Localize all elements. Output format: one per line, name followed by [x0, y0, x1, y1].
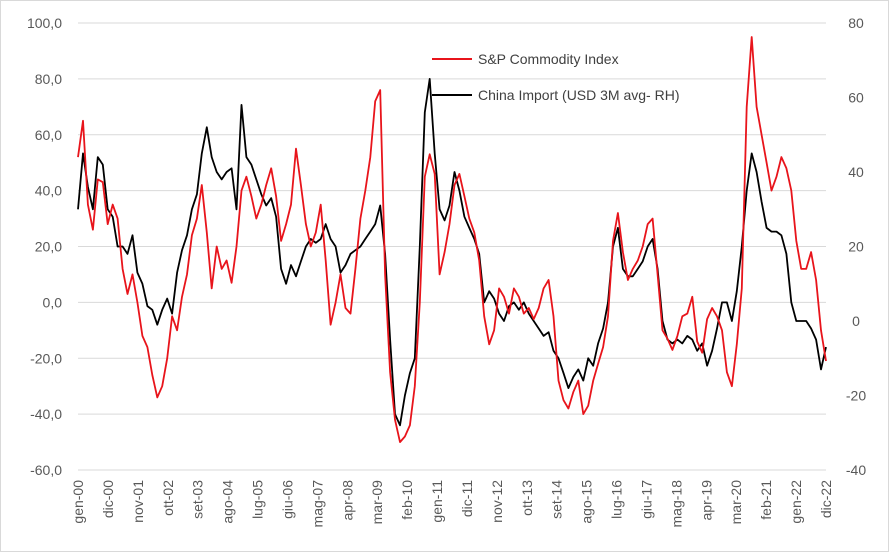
- y-right-axis: -40 -20 0 20 40 60 80: [846, 15, 866, 478]
- legend-label: S&P Commodity Index: [478, 51, 619, 67]
- y-right-tick-label: 80: [848, 15, 864, 31]
- x-tick-label: apr-19: [698, 480, 714, 521]
- x-tick-label: giu-17: [638, 480, 654, 519]
- x-tick-label: lug-05: [250, 480, 266, 519]
- series-layer: [77, 36, 827, 443]
- x-tick-label: set-03: [190, 480, 206, 519]
- x-tick-label: ott-13: [519, 480, 535, 516]
- y-left-tick-label: 100,0: [27, 15, 62, 31]
- x-tick-label: mar-20: [728, 480, 744, 525]
- x-tick-label: giu-06: [279, 480, 295, 519]
- y-left-tick-label: -40,0: [30, 406, 62, 422]
- y-left-tick-label: 40,0: [35, 183, 62, 199]
- y-left-tick-label: 80,0: [35, 71, 62, 87]
- x-tick-label: dic-22: [818, 480, 834, 518]
- y-right-tick-label: -20: [846, 388, 866, 404]
- x-tick-label: nov-12: [489, 480, 505, 523]
- x-tick-label: mag-18: [668, 480, 684, 528]
- y-left-tick-label: 0,0: [43, 294, 63, 310]
- x-tick-label: mar-09: [369, 480, 385, 525]
- x-tick-label: dic-00: [100, 480, 116, 518]
- y-left-tick-label: -20,0: [30, 350, 62, 366]
- x-axis: gen-00 dic-00 nov-01 ott-02 set-03 ago-04 lug-…: [70, 480, 834, 528]
- x-tick-label: feb-10: [399, 480, 415, 520]
- y-left-tick-label: 60,0: [35, 127, 62, 143]
- x-tick-label: ott-02: [160, 480, 176, 516]
- y-right-tick-label: -40: [846, 462, 866, 478]
- x-tick-label: gen-22: [788, 480, 804, 524]
- x-tick-label: gen-00: [70, 480, 86, 524]
- x-tick-label: nov-01: [130, 480, 146, 523]
- x-tick-label: ago-15: [579, 480, 595, 524]
- y-left-tick-label: -60,0: [30, 462, 62, 478]
- x-tick-label: dic-11: [459, 480, 475, 517]
- series-line: [77, 78, 827, 427]
- x-tick-label: ago-04: [220, 480, 236, 524]
- y-right-tick-label: 0: [852, 313, 860, 329]
- y-right-tick-label: 20: [848, 239, 864, 255]
- gridlines: [78, 22, 826, 471]
- y-right-tick-label: 40: [848, 164, 864, 180]
- y-left-axis: -60,0 -40,0 -20,0 0,0 20,0 40,0 60,0 80,0 100,0: [27, 15, 62, 478]
- y-left-tick-label: 20,0: [35, 239, 62, 255]
- series-line: [77, 36, 827, 443]
- x-tick-label: gen-11: [429, 480, 445, 523]
- x-tick-label: mag-07: [309, 480, 325, 528]
- legend: S&P Commodity Index China Import (USD 3M …: [432, 51, 680, 103]
- y-right-tick-label: 60: [848, 90, 864, 106]
- x-tick-label: set-14: [549, 480, 565, 519]
- x-tick-label: apr-08: [339, 480, 355, 521]
- x-tick-label: lug-16: [609, 480, 625, 519]
- legend-label: China Import (USD 3M avg- RH): [478, 87, 680, 103]
- x-tick-label: feb-21: [758, 480, 774, 520]
